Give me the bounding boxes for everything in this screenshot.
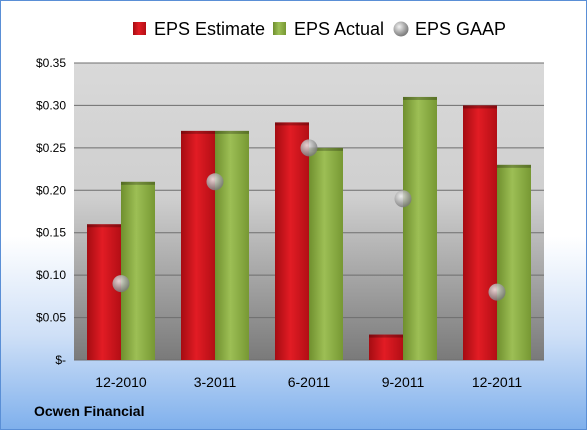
x-tick-label: 9-2011 (382, 374, 425, 390)
x-tick-label: 6-2011 (288, 374, 331, 390)
legend: EPS Estimate EPS Actual EPS GAAP (133, 19, 506, 39)
bars (87, 96, 531, 361)
bar-actual (121, 181, 155, 360)
bar-actual (403, 96, 437, 360)
bar-estimate (463, 105, 497, 360)
y-tick-label: $0.10 (36, 268, 66, 282)
bar-estimate (181, 130, 215, 360)
bar-top-edge (275, 122, 309, 126)
y-tick-label: $0.30 (36, 98, 66, 112)
gaap-marker (112, 275, 130, 293)
company-name: Ocwen Financial (34, 403, 145, 419)
y-tick-label: $- (55, 353, 66, 367)
bar-top-edge (463, 105, 497, 109)
bar-top-edge (369, 334, 403, 338)
bar-estimate (275, 122, 309, 361)
legend-swatch (133, 22, 146, 35)
bar-actual (215, 130, 249, 360)
x-tick-label: 3-2011 (194, 374, 237, 390)
y-tick-label: $0.35 (36, 56, 66, 70)
y-tick-label: $0.05 (36, 311, 66, 325)
legend-label: EPS Estimate (154, 19, 265, 39)
x-tick-labels: 12-2010 3-2011 6-2011 9-2011 12-2011 (95, 374, 522, 390)
x-tick-label: 12-2010 (95, 374, 147, 390)
gaap-markers (112, 139, 506, 301)
y-tick-label: $0.25 (36, 141, 66, 155)
x-tick-label: 12-2011 (472, 374, 523, 390)
legend-swatch (273, 22, 286, 35)
y-tick-labels: $- $0.05 $0.10 $0.15 $0.20 $0.25 $0.30 $0.35 (36, 56, 66, 367)
legend-gaap-swatch (393, 21, 409, 37)
bar-estimate (87, 224, 121, 360)
bar-top-edge (497, 164, 531, 168)
bar-top-edge (309, 147, 343, 151)
legend-label: EPS GAAP (415, 19, 506, 39)
gaap-marker (394, 190, 412, 208)
bar-top-edge (215, 130, 249, 134)
legend-label: EPS Actual (294, 19, 384, 39)
y-tick-label: $0.20 (36, 183, 66, 197)
bar-top-edge (403, 96, 437, 100)
bar-actual (309, 147, 343, 360)
gaap-marker (206, 173, 224, 191)
y-tick-label: $0.15 (36, 226, 66, 240)
gaap-marker (300, 139, 318, 157)
bar-actual (497, 164, 531, 360)
gaap-marker (488, 283, 506, 301)
bar-top-edge (181, 130, 215, 134)
bar-top-edge (121, 181, 155, 185)
bar-estimate (369, 334, 403, 360)
bar-top-edge (87, 224, 121, 228)
